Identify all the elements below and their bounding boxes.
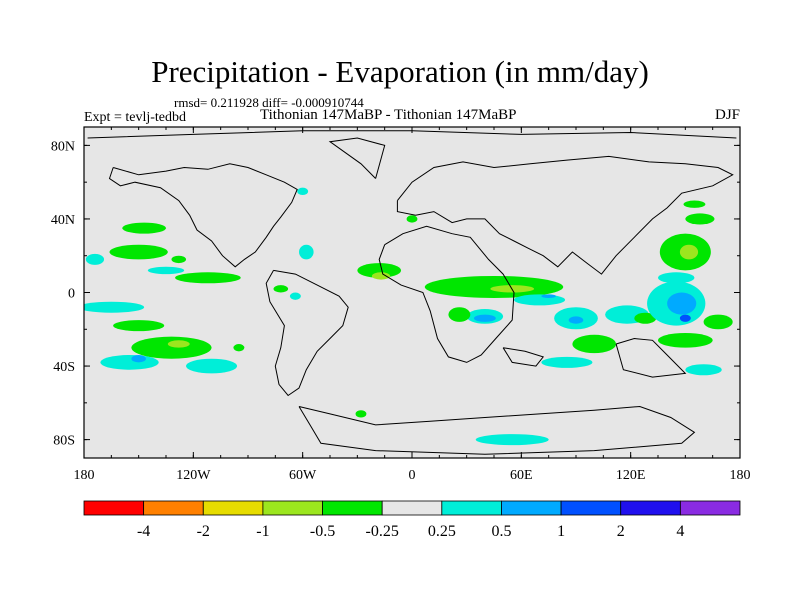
anomaly-region: [541, 356, 593, 368]
anomaly-region: [299, 244, 314, 260]
anomaly-region: [568, 316, 584, 324]
anomaly-region: [122, 222, 166, 234]
anomaly-region: [85, 253, 105, 265]
anomaly-region: [572, 334, 617, 354]
x-tick-label: 0: [409, 468, 416, 483]
chart-title: Precipitation - Evaporation (in mm/day): [151, 54, 649, 89]
anomaly-region: [175, 272, 241, 284]
anomaly-region: [371, 272, 391, 280]
anomaly-region: [541, 294, 556, 299]
anomaly-region: [685, 213, 715, 225]
anomaly-region: [167, 340, 190, 348]
anomaly-region: [357, 263, 402, 278]
anomaly-region: [679, 244, 699, 260]
anomaly-region: [171, 255, 187, 264]
anomaly-region: [473, 314, 496, 322]
y-tick-label: 40N: [51, 213, 75, 228]
colorbar-label: -4: [137, 523, 150, 540]
coastline: [378, 225, 515, 363]
colorbar-segment: [679, 500, 741, 516]
anomaly-region: [475, 434, 549, 446]
anomaly-region: [297, 187, 309, 196]
anomaly-region: [634, 312, 657, 324]
anomaly-region: [667, 292, 697, 315]
y-tick-label: 80N: [51, 139, 75, 154]
coastline: [615, 337, 687, 378]
colorbar-segment: [381, 500, 443, 516]
colorbar-label: -0.5: [310, 523, 335, 540]
anomaly-layer: [84, 187, 733, 446]
anomaly-region: [685, 364, 722, 376]
anomaly-region: [131, 355, 146, 363]
coastline: [108, 163, 298, 268]
anomaly-region: [406, 215, 418, 223]
anomaly-region: [84, 301, 145, 313]
colorbar-label: 4: [676, 523, 684, 540]
x-tick-label: 120E: [616, 468, 646, 483]
stats-line: rmsd= 0.211928 diff= -0.000910744: [174, 95, 364, 110]
y-tick-label: 40S: [53, 360, 75, 375]
colorbar-label: -1: [256, 523, 269, 540]
colorbar-label: -2: [197, 523, 210, 540]
colorbar-segment: [202, 500, 264, 516]
anomaly-region: [514, 294, 566, 306]
colorbar-segment: [83, 500, 145, 516]
anomaly-region: [683, 200, 706, 208]
anomaly-region: [658, 272, 695, 284]
anomaly-region: [131, 336, 212, 359]
anomaly-region: [703, 314, 733, 330]
x-tick-label: 60E: [510, 468, 533, 483]
colorbar-segment: [322, 500, 383, 516]
anomaly-region: [186, 358, 238, 374]
anomaly-region: [355, 410, 367, 418]
anomaly-region: [448, 307, 471, 322]
coastline: [298, 405, 696, 455]
x-tick-label: 180: [74, 468, 95, 483]
anomaly-region: [273, 285, 289, 293]
x-tick-label: 180: [730, 468, 751, 483]
anomaly-region: [147, 266, 185, 275]
colorbar-segment: [620, 500, 681, 516]
y-tick-label: 80S: [53, 434, 75, 449]
map-background: [84, 127, 740, 458]
colorbar-label: 0.5: [491, 523, 511, 540]
anomaly-region: [100, 355, 159, 370]
x-tick-label: 120W: [176, 468, 211, 483]
coastline: [502, 347, 545, 367]
colorbar-label: 1: [557, 523, 565, 540]
colorbar-segment: [441, 500, 502, 516]
colorbar-segment: [560, 500, 622, 516]
comparison-label: Tithonian 147MaBP - Tithonian 147MaBP: [260, 107, 517, 123]
colorbar-label: 2: [617, 523, 625, 540]
colorbar-segment: [143, 500, 204, 516]
anomaly-region: [109, 244, 168, 260]
x-tick-label: 60W: [289, 468, 317, 483]
anomaly-region: [658, 332, 713, 348]
anomaly-region: [233, 343, 245, 352]
coastline: [396, 155, 734, 275]
anomaly-region: [289, 292, 301, 300]
colorbar-segment: [262, 500, 323, 516]
coastline: [265, 269, 349, 397]
colorbar-label: 0.25: [428, 523, 456, 540]
y-tick-label: 0: [68, 287, 75, 302]
season-label: DJF: [714, 107, 740, 123]
anomaly-region: [113, 320, 165, 332]
coastline: [328, 137, 386, 179]
anomaly-region: [679, 314, 691, 322]
colorbar-label: -0.25: [366, 523, 399, 540]
colorbar-segment: [501, 500, 562, 516]
experiment-label: Expt = tevlj-tedbd: [84, 110, 186, 125]
